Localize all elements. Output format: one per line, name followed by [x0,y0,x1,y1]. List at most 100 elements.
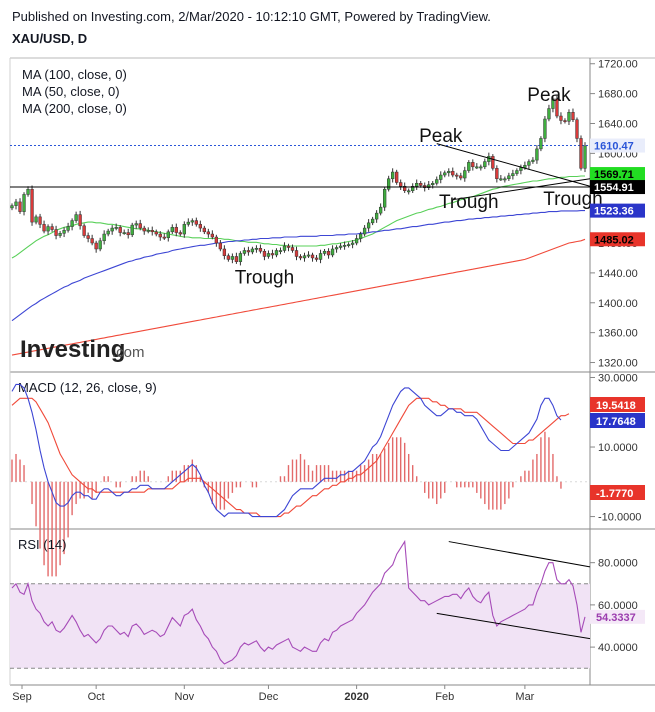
price-tick-label: 1720.00 [598,59,638,71]
candle [471,162,475,168]
candle [314,257,319,260]
candle [378,206,383,214]
candle [210,233,215,238]
candle [346,244,351,246]
candle [443,172,447,176]
candle [202,227,206,233]
pennant-upper-line [436,143,591,187]
candle [70,220,74,227]
candle [10,205,14,209]
rsi-support-trendline [436,612,591,640]
candle [222,248,227,256]
macd-panel-title: MACD (12, 26, close, 9) [18,380,157,395]
candle [350,242,355,245]
candle [266,253,271,257]
candle [206,231,210,235]
price-label-bg-ma50 [590,167,645,182]
ma100-line [11,210,585,322]
candle [238,253,243,262]
candle [567,112,571,122]
macd-value-label: -1.7770 [596,488,633,500]
candle [158,233,162,238]
candle [427,184,431,188]
candle [382,188,387,208]
candle [138,223,142,229]
candle [34,216,38,223]
time-tick-label: Mar [515,691,534,703]
candle [50,226,54,230]
candle [94,242,98,250]
macd-axis-ticks: 30.0000 10.0000 -10.0000 [10,372,641,524]
annotation-trough: Trough [439,192,499,213]
candle [118,227,122,233]
candle [507,175,511,180]
candle [503,178,507,181]
price-tick-label: 1640.00 [598,118,638,130]
candle [122,232,126,235]
candle [286,245,291,248]
symbol-title: XAU/USD, D [12,31,88,46]
candle [178,232,182,235]
ma200-line [11,238,586,356]
candle [290,247,295,251]
candle [14,201,18,206]
candle [451,171,455,176]
candle [194,220,198,225]
candle [82,225,86,236]
investing-logo: Investing .com [20,336,145,363]
candle [150,230,154,233]
candle [358,233,363,239]
rsi-value-labels: 54.3337 [590,609,645,624]
ma200-line [11,175,585,259]
candle [527,161,531,166]
trend-lines [10,143,591,201]
legend-ma200: MA (200, close, 0) [22,101,127,116]
chart-annotations: Peak Peak Trough Trough Trough [235,85,603,288]
candle [134,223,138,226]
candle [479,166,483,169]
rsi-value-label-bg [590,609,645,624]
candle [42,224,46,232]
candle [278,250,283,252]
candle [403,185,407,191]
candle [326,250,331,256]
candle [555,98,559,117]
candle [415,183,419,187]
candle [306,254,311,257]
price-tick-label: 1320.00 [598,358,638,370]
candle [106,230,110,235]
candle [543,118,547,139]
candle [162,236,166,239]
candle [186,221,190,225]
macd-tick-label: 10.0000 [598,442,638,454]
candle [262,250,267,257]
candle [366,222,371,229]
time-axis: Sep Oct Nov Dec 2020 Feb Mar [12,685,535,703]
candle [142,227,146,232]
candle [90,238,94,244]
candle [258,247,263,252]
candle [102,233,106,242]
macd-line [11,383,562,518]
candle [318,253,323,260]
price-label-ma50: 1569.71 [594,169,634,181]
time-tick-label: Sep [12,691,32,703]
macd-value-label-bg [590,485,645,500]
logo-suffix: .com [112,344,145,361]
candle [334,247,339,250]
price-label-bg-last [590,138,645,153]
candle [391,171,395,180]
candle [294,250,299,257]
price-label-ma200: 1485.02 [594,234,634,246]
candle [110,227,114,232]
macd-value-label: 19.5418 [596,400,636,412]
candle [246,250,251,253]
macd-value-labels: 19.5418 17.7648 -1.7770 [590,397,645,500]
candle [242,250,247,254]
price-label-bg-ma200 [590,232,645,247]
candle [62,230,66,234]
candle [218,242,223,250]
macd-tick-label: 30.0000 [598,372,638,384]
candle [26,188,30,195]
